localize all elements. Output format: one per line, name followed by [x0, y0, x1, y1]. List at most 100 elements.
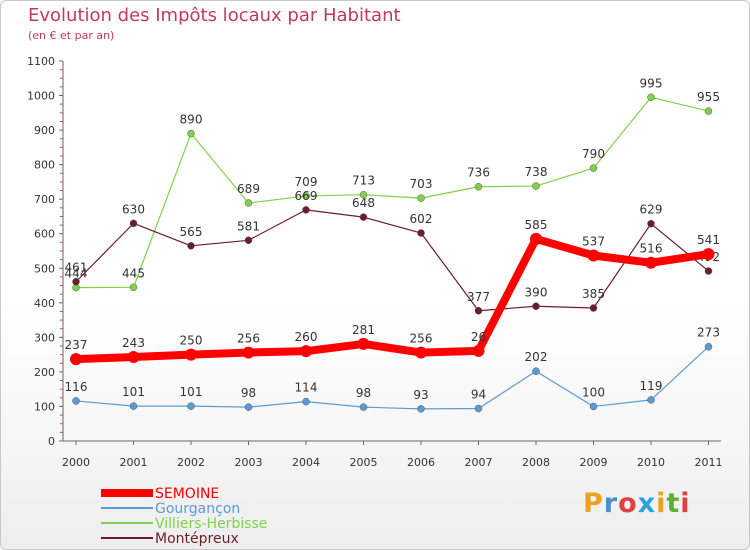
data-point [472, 344, 485, 357]
series-line [75, 346, 709, 410]
data-label: 955 [697, 90, 720, 104]
x-tick-label: 2008 [522, 456, 550, 469]
data-label: 281 [352, 323, 375, 337]
data-label: 689 [237, 182, 260, 196]
data-label: 93 [413, 388, 428, 402]
series-line [75, 209, 709, 312]
data-point [302, 192, 310, 200]
data-point [415, 346, 427, 359]
y-tick-label: 1100 [27, 55, 55, 68]
data-point [704, 342, 713, 351]
data-point [704, 107, 713, 115]
data-label: 709 [295, 175, 318, 189]
series-gourgan-on: 116 101 101 98 114 98 93 94 202 100 119 273 [65, 326, 720, 413]
data-label: 565 [180, 225, 203, 239]
data-label: 629 [640, 203, 663, 217]
data-point [129, 283, 138, 292]
data-label: 444 [65, 267, 88, 281]
data-label: 26 [471, 330, 486, 344]
x-tick-label: 2004 [292, 456, 320, 469]
legend-label: Gourgançon [155, 501, 240, 517]
data-point [532, 302, 540, 311]
data-point [589, 164, 598, 172]
data-point [474, 182, 483, 191]
data-label: 537 [582, 234, 605, 248]
proxiti-logo: Proxiti [583, 488, 691, 519]
series-line [75, 234, 710, 364]
data-label: 648 [352, 196, 375, 210]
data-label: 390 [525, 285, 548, 299]
data-point [359, 190, 368, 199]
data-label: 541 [697, 233, 720, 247]
logo-letter: t [666, 488, 681, 519]
data-point [302, 397, 310, 406]
data-label: 101 [180, 385, 203, 399]
data-label: 713 [352, 174, 375, 188]
x-tick-label: 2009 [580, 456, 608, 469]
data-point [417, 229, 425, 237]
data-label: 256 [237, 332, 260, 346]
legend-label: Villiers-Herbisse [155, 516, 267, 532]
series-villiers-herbisse: 444 445 890 689 709 713 703 736 738 790 995 955 [65, 76, 720, 292]
data-label: 630 [122, 202, 145, 216]
data-point [589, 402, 598, 411]
data-point [72, 397, 80, 405]
data-label: 703 [410, 177, 433, 191]
data-point [72, 277, 80, 286]
data-label: 995 [640, 76, 663, 90]
data-label: 98 [356, 386, 371, 400]
data-point [359, 213, 368, 221]
data-point [474, 307, 483, 315]
data-point [417, 405, 425, 413]
data-point [530, 232, 542, 245]
data-label: 119 [640, 379, 663, 393]
logo-letter: P [583, 488, 604, 519]
data-point [532, 367, 540, 375]
data-point [647, 219, 655, 228]
data-label: 100 [582, 385, 605, 399]
data-label: 243 [122, 336, 145, 350]
logo-letter: r [603, 488, 619, 519]
data-label: 98 [241, 386, 256, 400]
data-point [244, 403, 253, 411]
data-point [187, 129, 195, 138]
data-label: 890 [180, 113, 203, 127]
data-label: 736 [467, 166, 490, 180]
data-point [302, 206, 310, 214]
data-point [244, 236, 253, 245]
data-point [357, 337, 370, 350]
data-label: 101 [122, 385, 145, 399]
data-point [242, 346, 255, 359]
data-point [589, 304, 598, 312]
y-tick-label: 600 [34, 228, 55, 241]
data-label: 250 [180, 334, 203, 348]
data-point [647, 93, 655, 102]
chart-title: Evolution des Impôts locaux par Habitant [28, 5, 401, 26]
y-tick-label: 500 [34, 262, 55, 275]
data-label: 202 [525, 350, 548, 364]
y-tick-label: 1000 [27, 90, 55, 103]
data-point [129, 402, 138, 410]
data-label: 377 [467, 290, 490, 304]
data-label: 116 [65, 380, 88, 394]
x-tick-label: 2010 [637, 456, 665, 469]
data-point [532, 182, 540, 190]
x-tick-label: 2003 [235, 456, 263, 469]
data-point [300, 345, 312, 358]
y-tick-label: 100 [34, 400, 55, 413]
x-tick-label: 2002 [177, 456, 205, 469]
data-label: 260 [295, 330, 318, 344]
series-line [75, 96, 709, 289]
data-label: 445 [122, 266, 145, 280]
data-point [417, 194, 425, 202]
data-label: 790 [582, 147, 605, 161]
data-point [185, 348, 197, 361]
data-label: 585 [525, 218, 548, 232]
data-label: 237 [65, 338, 88, 352]
legend-label: Montépreux [155, 531, 239, 547]
data-point [187, 402, 195, 410]
data-label: 669 [295, 189, 318, 203]
logo-letter: i [680, 488, 691, 519]
